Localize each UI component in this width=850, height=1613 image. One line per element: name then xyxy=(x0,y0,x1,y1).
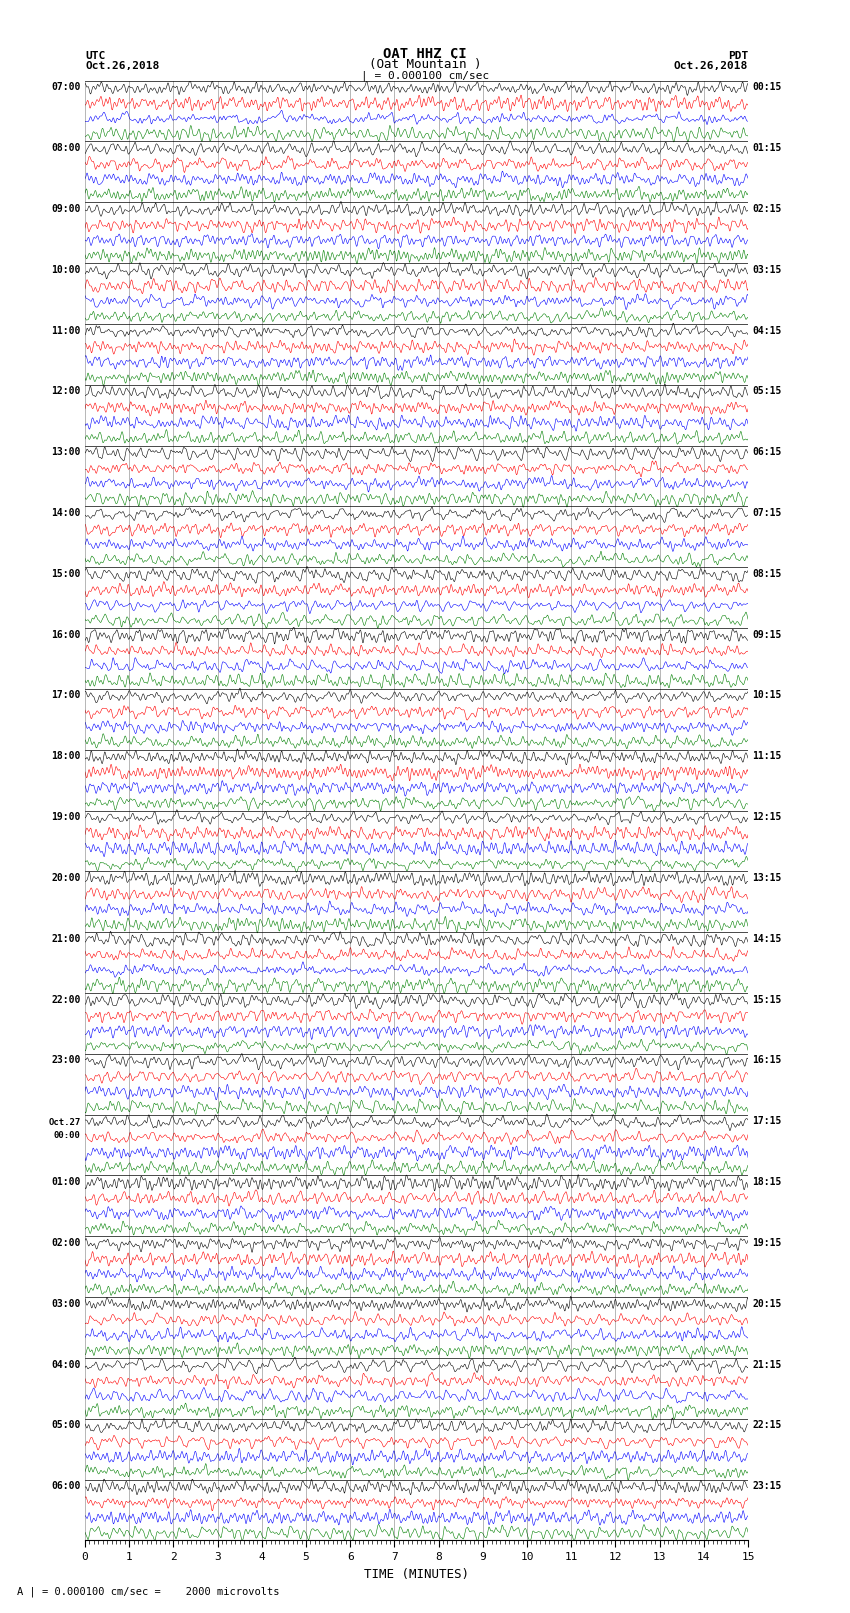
Text: 07:15: 07:15 xyxy=(752,508,782,518)
Text: (Oat Mountain ): (Oat Mountain ) xyxy=(369,58,481,71)
Text: 04:15: 04:15 xyxy=(752,326,782,336)
Text: 12:00: 12:00 xyxy=(51,387,81,397)
Text: 08:00: 08:00 xyxy=(51,144,81,153)
Text: 09:15: 09:15 xyxy=(752,629,782,640)
Text: Oct.26,2018: Oct.26,2018 xyxy=(674,61,748,71)
X-axis label: TIME (MINUTES): TIME (MINUTES) xyxy=(364,1568,469,1581)
Text: PDT: PDT xyxy=(728,52,748,61)
Text: 02:15: 02:15 xyxy=(752,203,782,215)
Text: 10:15: 10:15 xyxy=(752,690,782,700)
Text: 06:00: 06:00 xyxy=(51,1481,81,1490)
Text: 01:00: 01:00 xyxy=(51,1177,81,1187)
Text: 17:00: 17:00 xyxy=(51,690,81,700)
Text: 01:15: 01:15 xyxy=(752,144,782,153)
Text: 04:00: 04:00 xyxy=(51,1360,81,1369)
Text: 20:00: 20:00 xyxy=(51,873,81,882)
Text: OAT HHZ CI: OAT HHZ CI xyxy=(383,47,467,61)
Text: 09:00: 09:00 xyxy=(51,203,81,215)
Text: 21:15: 21:15 xyxy=(752,1360,782,1369)
Text: 16:00: 16:00 xyxy=(51,629,81,640)
Text: 05:15: 05:15 xyxy=(752,387,782,397)
Text: 23:15: 23:15 xyxy=(752,1481,782,1490)
Text: 23:00: 23:00 xyxy=(51,1055,81,1066)
Text: 13:00: 13:00 xyxy=(51,447,81,456)
Text: 19:00: 19:00 xyxy=(51,813,81,823)
Text: 00:15: 00:15 xyxy=(752,82,782,92)
Text: 07:00: 07:00 xyxy=(51,82,81,92)
Text: 00:00: 00:00 xyxy=(54,1131,81,1140)
Text: 22:00: 22:00 xyxy=(51,995,81,1005)
Text: 13:15: 13:15 xyxy=(752,873,782,882)
Text: 05:00: 05:00 xyxy=(51,1421,81,1431)
Text: 03:15: 03:15 xyxy=(752,265,782,274)
Text: 15:15: 15:15 xyxy=(752,995,782,1005)
Text: 14:00: 14:00 xyxy=(51,508,81,518)
Text: 18:15: 18:15 xyxy=(752,1177,782,1187)
Text: Oct.26,2018: Oct.26,2018 xyxy=(85,61,159,71)
Text: 21:00: 21:00 xyxy=(51,934,81,944)
Text: 19:15: 19:15 xyxy=(752,1237,782,1248)
Text: 22:15: 22:15 xyxy=(752,1421,782,1431)
Text: 08:15: 08:15 xyxy=(752,569,782,579)
Text: 18:00: 18:00 xyxy=(51,752,81,761)
Text: 14:15: 14:15 xyxy=(752,934,782,944)
Text: 20:15: 20:15 xyxy=(752,1298,782,1308)
Text: 17:15: 17:15 xyxy=(752,1116,782,1126)
Text: 16:15: 16:15 xyxy=(752,1055,782,1066)
Text: A | = 0.000100 cm/sec =    2000 microvolts: A | = 0.000100 cm/sec = 2000 microvolts xyxy=(17,1586,280,1597)
Text: UTC: UTC xyxy=(85,52,105,61)
Text: 11:00: 11:00 xyxy=(51,326,81,336)
Text: 03:00: 03:00 xyxy=(51,1298,81,1308)
Text: 10:00: 10:00 xyxy=(51,265,81,274)
Text: 15:00: 15:00 xyxy=(51,569,81,579)
Text: 02:00: 02:00 xyxy=(51,1237,81,1248)
Text: 12:15: 12:15 xyxy=(752,813,782,823)
Text: 11:15: 11:15 xyxy=(752,752,782,761)
Text: Oct.27: Oct.27 xyxy=(48,1118,81,1127)
Text: 06:15: 06:15 xyxy=(752,447,782,456)
Text: | = 0.000100 cm/sec: | = 0.000100 cm/sec xyxy=(361,69,489,81)
